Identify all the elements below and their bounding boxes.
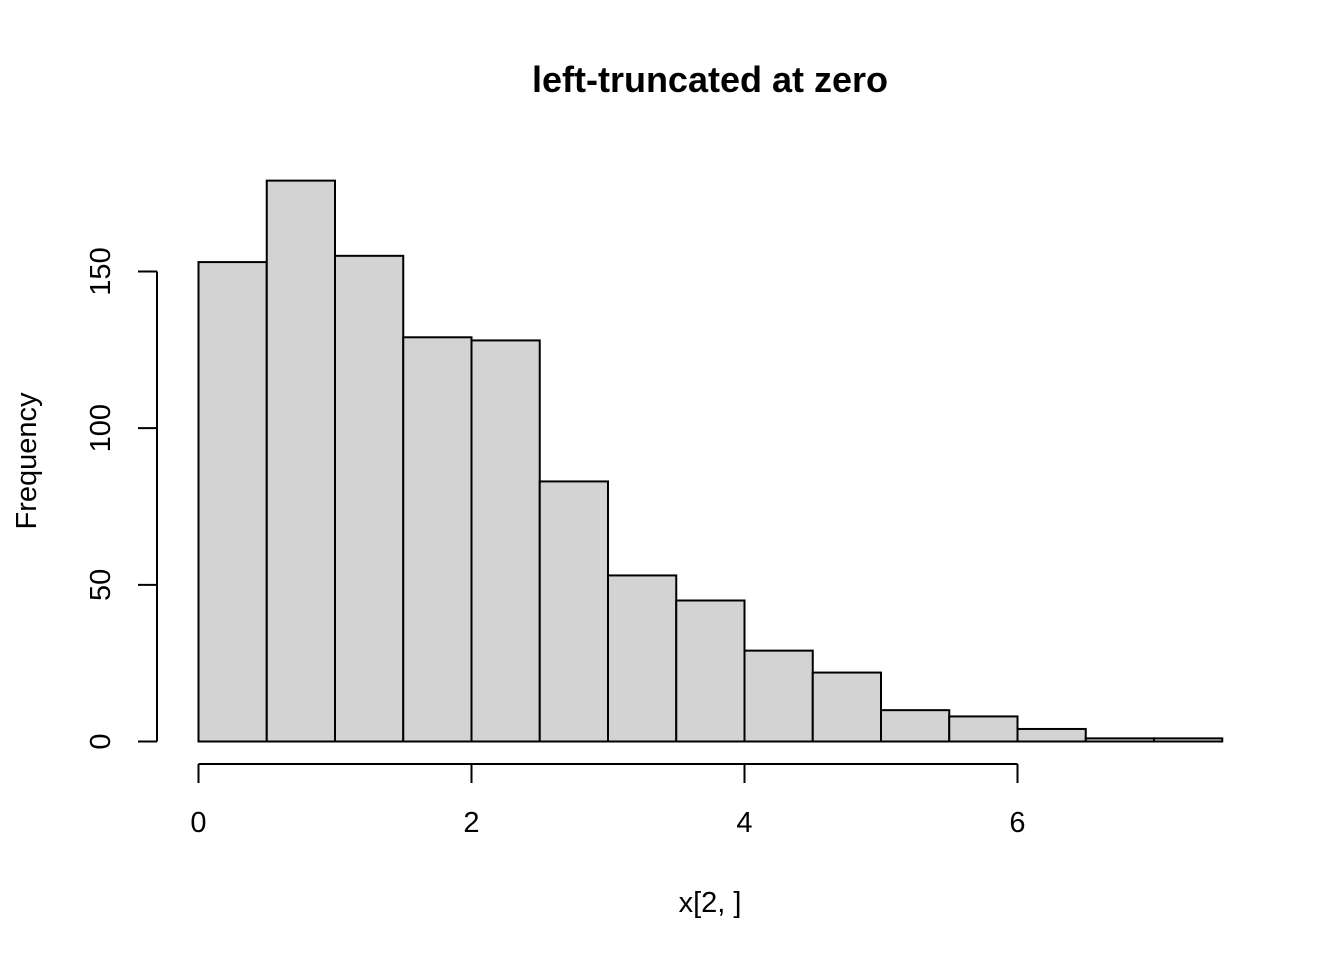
histogram-bar — [607, 574, 678, 743]
histogram-bar — [1153, 737, 1224, 743]
histogram-bar — [402, 336, 473, 743]
chart-title: left-truncated at zero — [532, 59, 888, 100]
histogram-bar — [1016, 727, 1087, 743]
histogram-bar — [675, 599, 746, 743]
x-tick-label: 2 — [463, 807, 479, 839]
x-tick-label: 6 — [1009, 807, 1025, 839]
histogram-bar — [265, 179, 336, 743]
histogram-bar — [1084, 737, 1155, 743]
histogram-bar — [197, 261, 268, 743]
x-axis: 0 2 4 6 — [190, 763, 1026, 839]
y-tick-label: 150 — [85, 247, 117, 295]
x-tick-label: 0 — [190, 807, 206, 839]
histogram-bar — [811, 671, 882, 743]
histogram-bar — [334, 254, 405, 743]
histogram-bar — [538, 480, 609, 743]
histogram-bar — [948, 715, 1019, 743]
x-tick-label: 4 — [736, 807, 752, 839]
histogram-bar — [743, 649, 814, 743]
x-axis-label: x[2, ] — [679, 887, 742, 919]
histogram-bar — [880, 709, 951, 743]
y-axis: 0 50 100 150 — [85, 247, 158, 750]
y-tick-label: 0 — [85, 733, 117, 749]
bars-group — [197, 179, 1224, 743]
y-tick-label: 100 — [85, 404, 117, 452]
histogram-bar — [470, 339, 541, 743]
y-axis-label: Frequency — [11, 392, 43, 530]
y-tick-label: 50 — [85, 569, 117, 601]
